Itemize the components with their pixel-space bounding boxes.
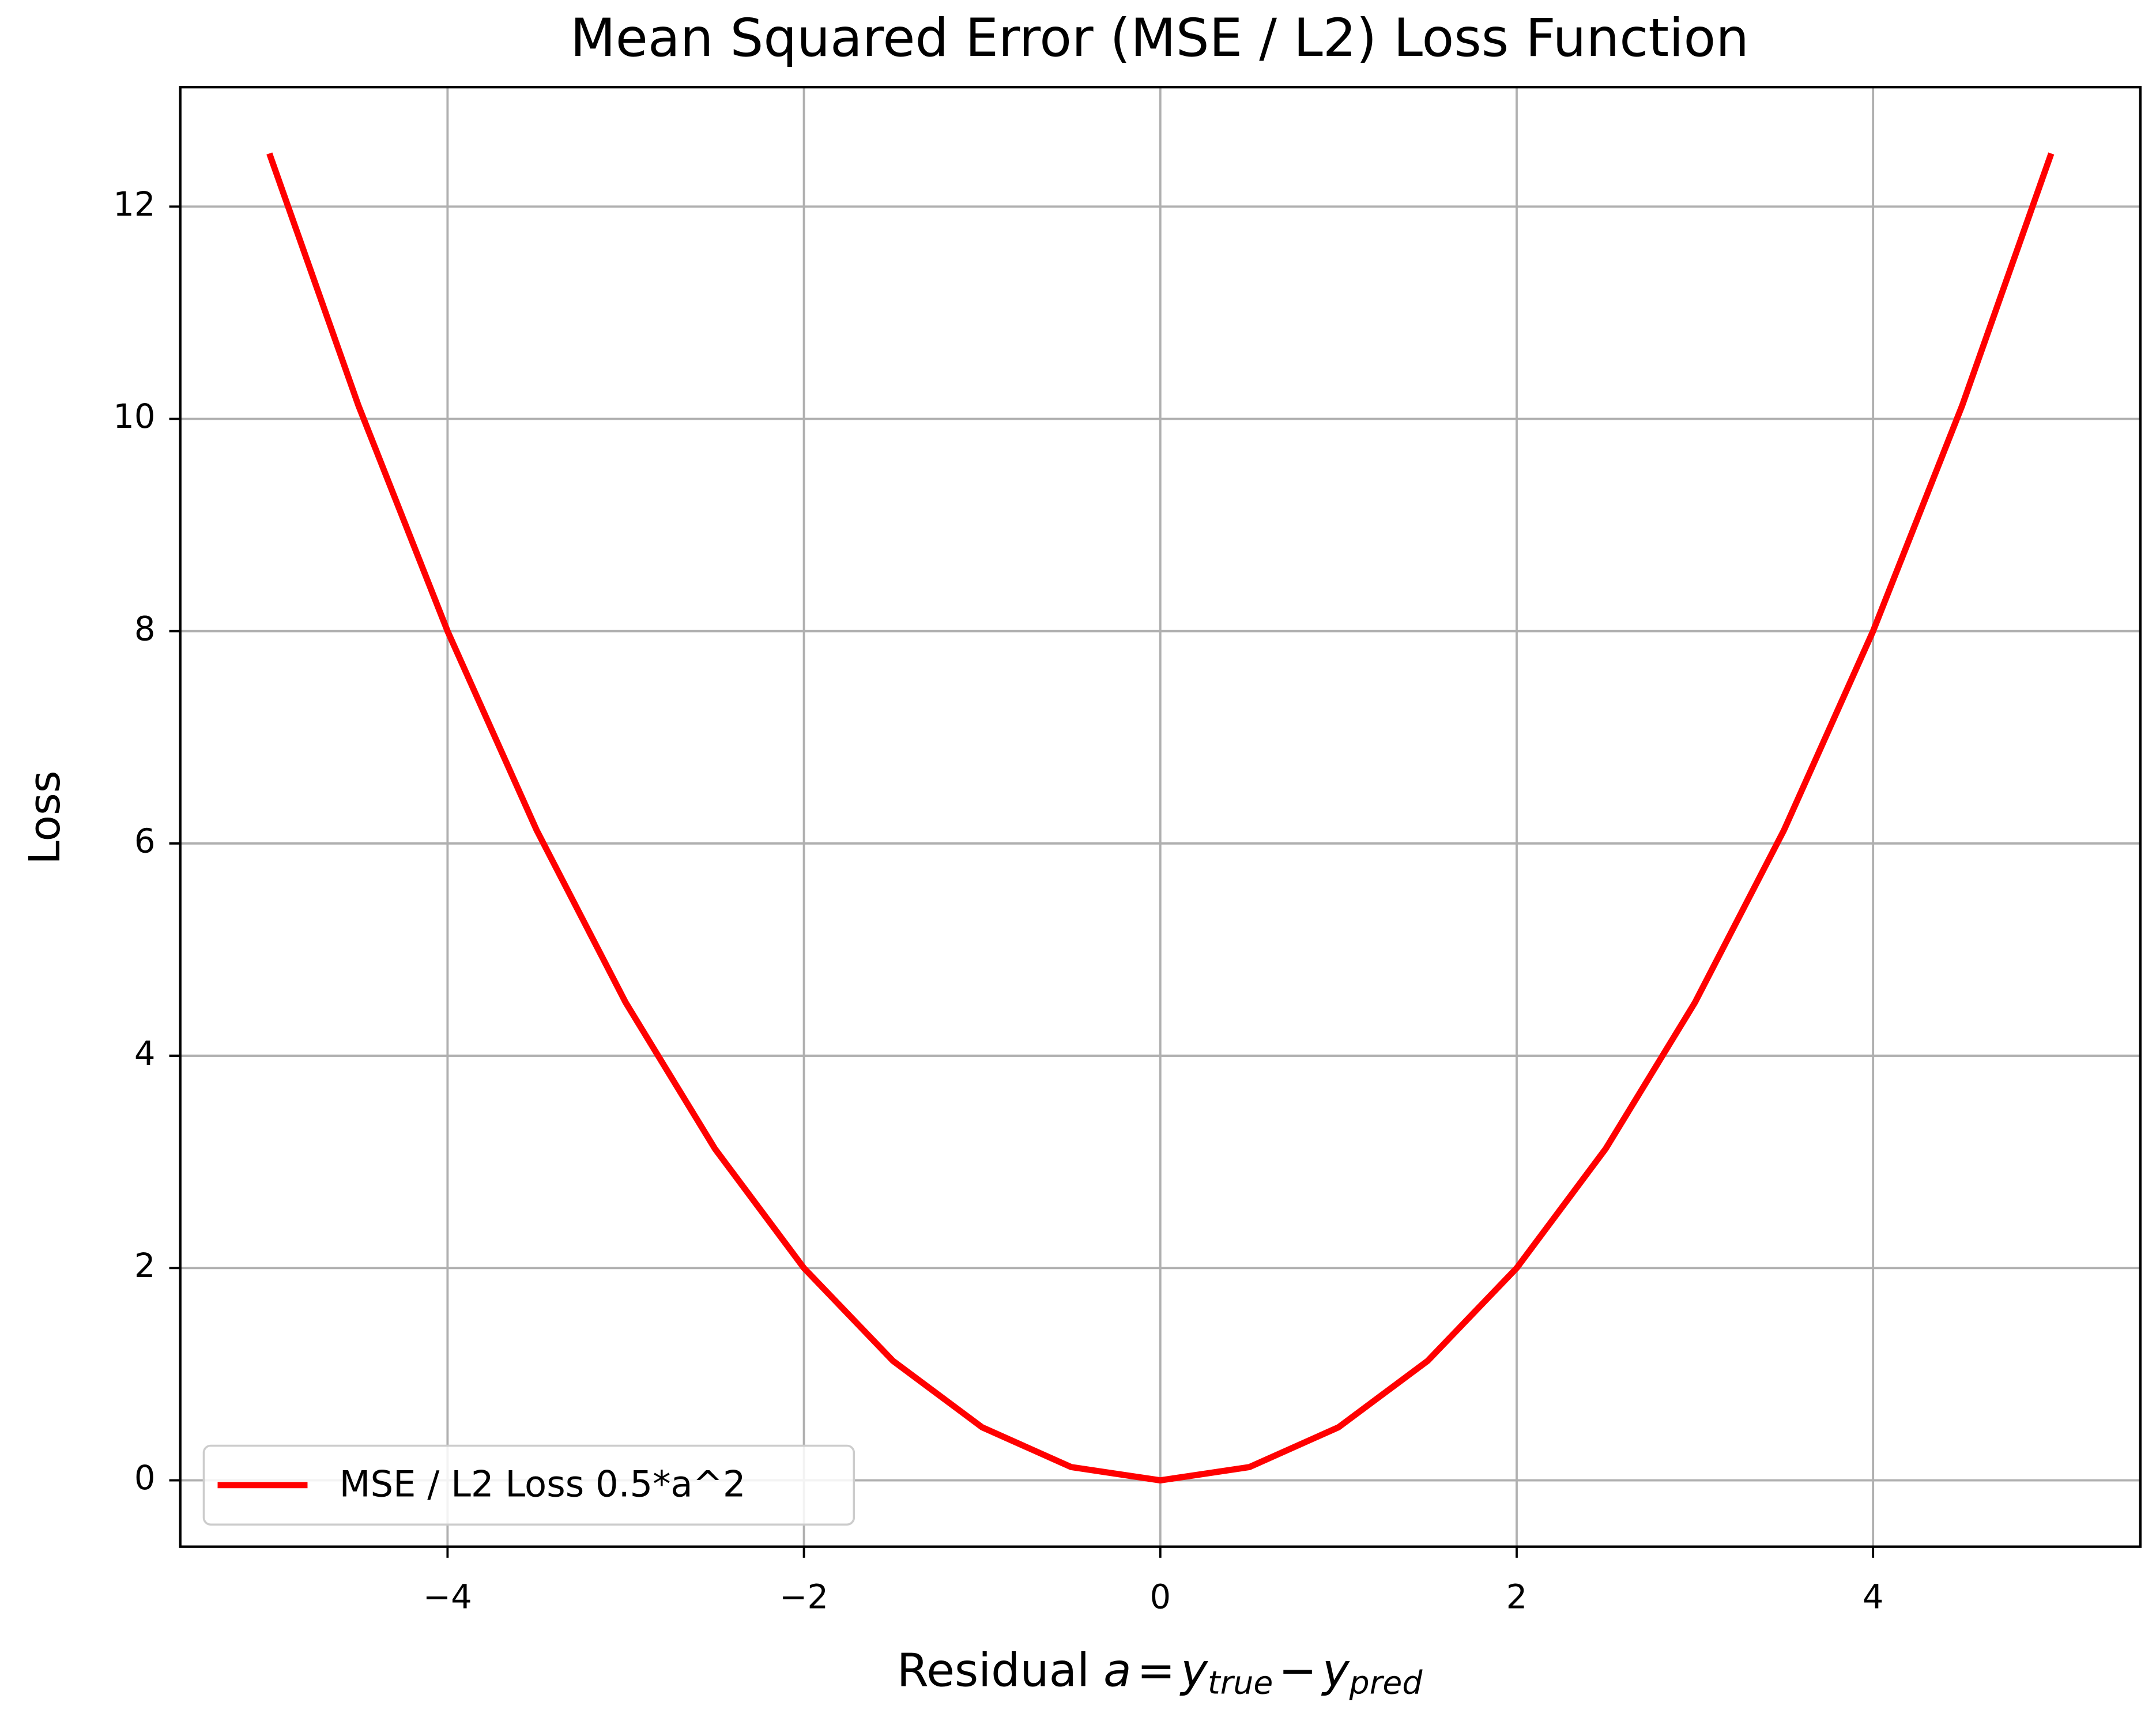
- legend-label: MSE / L2 Loss 0.5*a^2: [340, 1463, 746, 1505]
- x-axis-label: Residual a = ytrue − ypred: [897, 1644, 1423, 1702]
- y-tick-label: 2: [134, 1246, 156, 1285]
- x-tick-label: 4: [1863, 1577, 1884, 1616]
- y-tick-label: 12: [113, 185, 155, 224]
- data-line: [266, 152, 2055, 1484]
- x-axis-label-part: true: [1208, 1665, 1273, 1702]
- x-tick-label: −2: [779, 1577, 828, 1616]
- x-tick-label: 0: [1149, 1577, 1171, 1616]
- x-tick-label: 2: [1506, 1577, 1528, 1616]
- x-axis-label-part: y: [1321, 1644, 1350, 1697]
- y-tick-label: 10: [113, 397, 155, 436]
- y-tick-label: 4: [134, 1034, 156, 1073]
- x-tick-label: −4: [423, 1577, 472, 1616]
- x-axis-label-part: Residual: [897, 1644, 1090, 1697]
- y-axis-label: Loss: [20, 771, 70, 865]
- legend-box: [202, 1444, 855, 1526]
- x-axis-label-part: y: [1179, 1644, 1208, 1697]
- x-axis-label-part: =: [1137, 1644, 1175, 1697]
- plot-frame: [179, 86, 2142, 1548]
- y-tick-label: 6: [134, 822, 156, 861]
- y-tick-label: 8: [134, 609, 156, 648]
- chart-title: Mean Squared Error (MSE / L2) Loss Funct…: [570, 7, 1749, 69]
- y-tick-label: 0: [134, 1459, 156, 1497]
- x-axis-label-part: a: [1103, 1644, 1132, 1697]
- x-axis-label-part: −: [1279, 1644, 1317, 1697]
- x-axis-label-part: pred: [1349, 1665, 1423, 1702]
